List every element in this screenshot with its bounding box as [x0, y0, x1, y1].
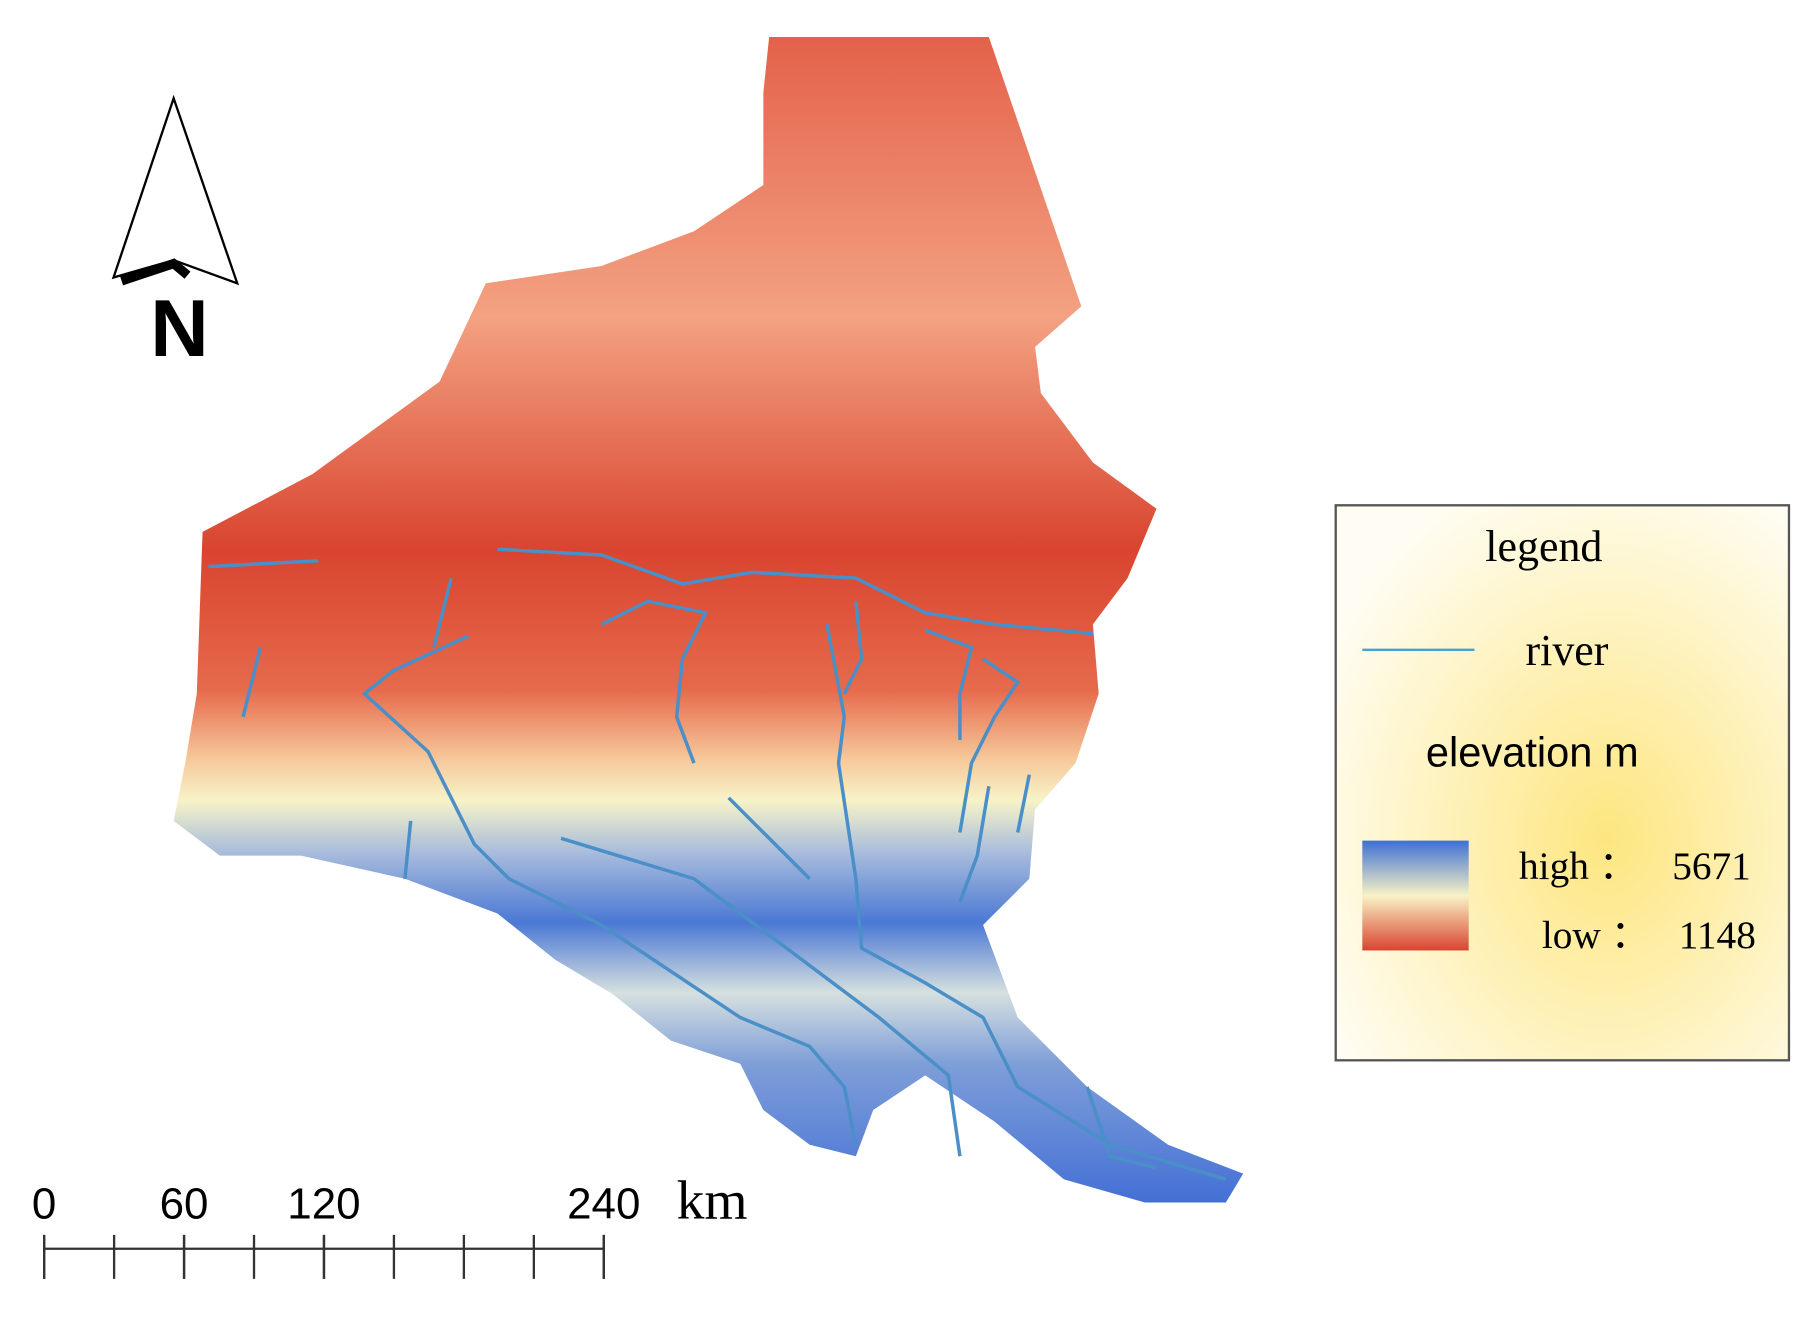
river — [958, 785, 991, 903]
north-arrow: N — [111, 94, 240, 374]
river — [1085, 1086, 1157, 1170]
legend-color-ramp — [1362, 840, 1469, 951]
river — [1016, 774, 1032, 833]
legend: legend river elevation m high ： 5671 low… — [1334, 504, 1791, 1062]
river — [497, 547, 1094, 636]
legend-box — [1334, 504, 1791, 1062]
legend-low-label: low ： — [1542, 913, 1650, 957]
scale-label: 60 — [160, 1180, 209, 1229]
river — [600, 599, 709, 764]
scale-bar: km 0 60 120 240 — [32, 1171, 748, 1279]
north-arrow-base — [120, 258, 191, 286]
river — [825, 624, 1227, 1182]
river — [727, 796, 811, 880]
scale-label: 120 — [287, 1180, 360, 1229]
north-label: N — [150, 284, 208, 374]
legend-title: legend — [1485, 522, 1602, 571]
river — [958, 657, 1021, 833]
legend-high-value: 5671 — [1672, 844, 1751, 888]
legend-high-label: high ： — [1519, 844, 1638, 888]
elevation-region — [173, 37, 1244, 1203]
river — [361, 634, 858, 1146]
river — [432, 577, 453, 648]
river — [241, 647, 263, 718]
scale-label: 0 — [32, 1180, 56, 1229]
river — [560, 836, 962, 1157]
river — [924, 628, 974, 741]
river — [842, 601, 864, 695]
legend-low-value: 1148 — [1679, 913, 1756, 957]
scale-unit: km — [677, 1171, 748, 1232]
legend-elevation-label: elevation m — [1426, 729, 1639, 776]
river — [208, 559, 319, 569]
legend-river-label: river — [1526, 626, 1609, 675]
rivers — [208, 547, 1227, 1182]
scale-label: 240 — [567, 1180, 640, 1229]
river — [403, 820, 413, 879]
